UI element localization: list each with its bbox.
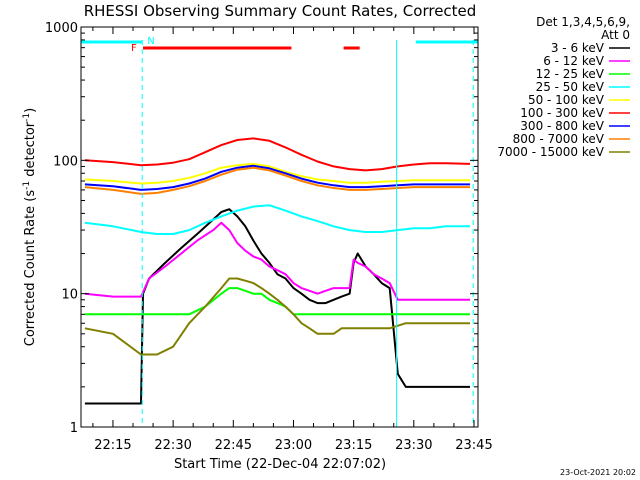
legend-header-line1: Det 1,3,4,5,6,9,	[536, 15, 630, 29]
x-tick-label-0: 22:15	[94, 438, 131, 453]
x-tick-label-4: 23:15	[335, 438, 372, 453]
y-axis-label-sup1: -1	[22, 181, 32, 190]
legend-label-7: 800 - 7000 keV	[513, 132, 605, 146]
y-tick-label-0: 1	[70, 421, 78, 436]
y-tick-label-1: 10	[61, 288, 78, 303]
legend-label-1: 6 - 12 keV	[543, 54, 605, 68]
series-line-5	[84, 137, 471, 172]
legend-label-0: 3 - 6 keV	[551, 41, 605, 55]
series-line-4	[84, 162, 470, 185]
y-axis-label-part2: detector	[23, 121, 38, 181]
legend-header-line2: Att 0	[601, 28, 630, 42]
flare-label: F	[131, 43, 137, 54]
series-line-1	[84, 221, 470, 301]
series-line-7	[84, 166, 470, 195]
x-tick-label-3: 23:00	[275, 438, 312, 453]
series-line-3	[84, 204, 470, 235]
series-line-6	[84, 164, 470, 191]
legend-label-8: 7000 - 15000 keV	[497, 145, 604, 159]
attenuator-label: N	[147, 36, 154, 47]
x-tick-label-1: 22:30	[154, 438, 191, 453]
legend-label-4: 50 - 100 keV	[528, 93, 605, 107]
plot-frame	[80, 26, 479, 428]
series-line-0	[84, 208, 470, 405]
legend-label-6: 300 - 800 keV	[520, 119, 604, 133]
y-axis-label: Corrected Count Rate (s-1 detector-1)	[22, 108, 38, 346]
footer-timestamp: 23-Oct-2021 20:02	[560, 468, 636, 477]
series-line-8	[84, 277, 470, 356]
x-tick-label-2: 22:45	[215, 438, 252, 453]
y-axis-label-part3: )	[23, 108, 38, 113]
x-tick-label-6: 23:45	[455, 438, 492, 453]
y-axis: 1 10 100 1000	[45, 21, 478, 436]
y-axis-label-part1: Corrected Count Rate (s	[23, 190, 38, 347]
legend-label-2: 12 - 25 keV	[536, 67, 605, 81]
x-axis: 22:15 22:30 22:45 23:00 23:15 23:30 23:45	[92, 27, 493, 453]
y-tick-label-3: 1000	[45, 21, 78, 36]
y-tick-label-2: 100	[53, 154, 78, 169]
x-axis-label: Start Time (22-Dec-04 22:07:02)	[174, 457, 386, 472]
series-layer	[84, 137, 471, 405]
legend-label-3: 25 - 50 keV	[536, 80, 605, 94]
x-tick-label-5: 23:30	[395, 438, 432, 453]
y-axis-label-sup2: -1	[22, 113, 32, 122]
legend-label-5: 100 - 300 keV	[520, 106, 604, 120]
chart-title: RHESSI Observing Summary Count Rates, Co…	[84, 2, 477, 20]
